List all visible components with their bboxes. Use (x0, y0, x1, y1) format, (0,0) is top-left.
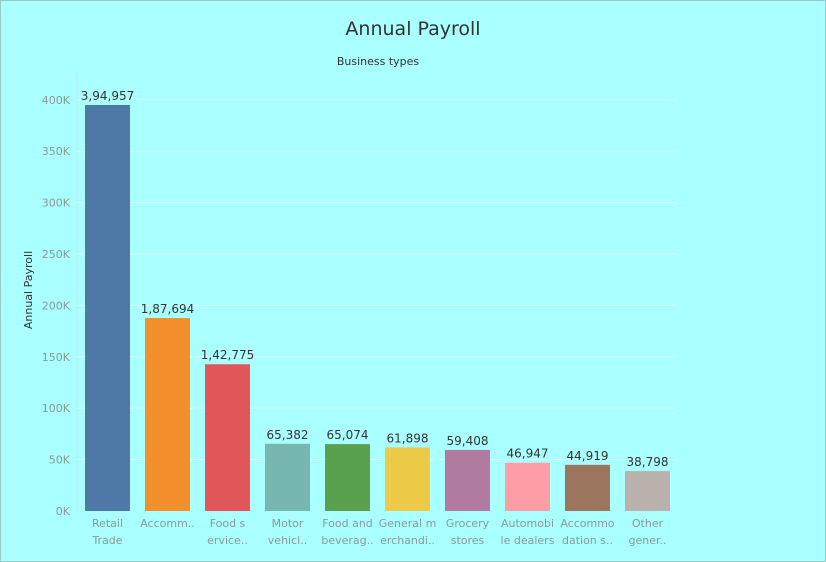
x-tick-label: Accommo (560, 517, 615, 530)
bar-value-label: 59,408 (447, 434, 489, 448)
bar-value-label: 38,798 (627, 455, 669, 469)
y-tick-label: 250K (42, 248, 71, 261)
y-tick-label: 400K (42, 94, 71, 107)
bar-value-label: 1,87,694 (141, 302, 194, 316)
bar[interactable] (325, 444, 370, 511)
x-tick-label: stores (451, 534, 485, 547)
chart-title: Annual Payroll (345, 18, 480, 40)
x-tick-label: beverag.. (321, 534, 373, 547)
x-tick-label: Retail (92, 517, 123, 530)
y-tick-label: 350K (42, 145, 71, 158)
bar[interactable] (205, 364, 250, 511)
y-tick-label: 0K (56, 505, 71, 518)
y-axis-title: Annual Payroll (22, 251, 35, 329)
x-tick-label: vehicl.. (268, 534, 307, 547)
category-labels: Retail Trade Accomm.. Food s ervice.. Motor ve… (91, 517, 666, 547)
bar[interactable] (505, 462, 550, 511)
y-tick-label: 150K (42, 351, 71, 364)
bar-value-label: 46,947 (507, 447, 549, 461)
y-tick-label: 50K (49, 454, 71, 467)
x-tick-label: Food s (210, 517, 246, 530)
y-tick-label: 100K (42, 402, 71, 415)
x-tick-label: gener.. (629, 534, 667, 547)
bar-value-label: 65,382 (267, 428, 309, 442)
x-tick-label: erchandi.. (380, 534, 435, 547)
bar-value-label: 1,42,775 (201, 348, 254, 362)
bar[interactable] (85, 104, 130, 512)
x-tick-label: Food and (322, 517, 373, 530)
bar-value-label: 44,919 (567, 449, 609, 463)
bar[interactable] (265, 443, 310, 511)
bars (85, 104, 670, 512)
x-tick-label: dation s.. (562, 534, 613, 547)
y-tick-label: 200K (42, 299, 71, 312)
x-tick-label: General m (379, 517, 437, 530)
bar-value-label: 65,074 (327, 428, 369, 442)
data-labels: 3,94,957 1,87,694 1,42,775 65,382 65,074 61,8… (81, 89, 669, 469)
x-tick-label: Other (632, 517, 664, 530)
x-tick-label: Trade (91, 534, 122, 547)
x-tick-label: Motor (272, 517, 304, 530)
x-tick-label: le dealers (501, 534, 555, 547)
x-tick-label: Grocery (446, 517, 490, 530)
y-tick-label: 300K (42, 197, 71, 210)
bar[interactable] (445, 449, 490, 511)
bar[interactable] (145, 318, 190, 511)
bar-value-label: 3,94,957 (81, 89, 134, 103)
bar[interactable] (385, 447, 430, 511)
bar[interactable] (625, 471, 670, 511)
x-tick-label: Automobi (501, 517, 554, 530)
bar-value-label: 61,898 (387, 431, 429, 445)
x-axis-title: Business types (337, 55, 420, 68)
y-axis-ticks: 0K 50K 100K 150K 200K 250K 300K 350K 400K (42, 94, 71, 518)
x-tick-label: ervice.. (207, 534, 248, 547)
bar[interactable] (565, 464, 610, 511)
x-tick-label: Accomm.. (140, 517, 195, 530)
